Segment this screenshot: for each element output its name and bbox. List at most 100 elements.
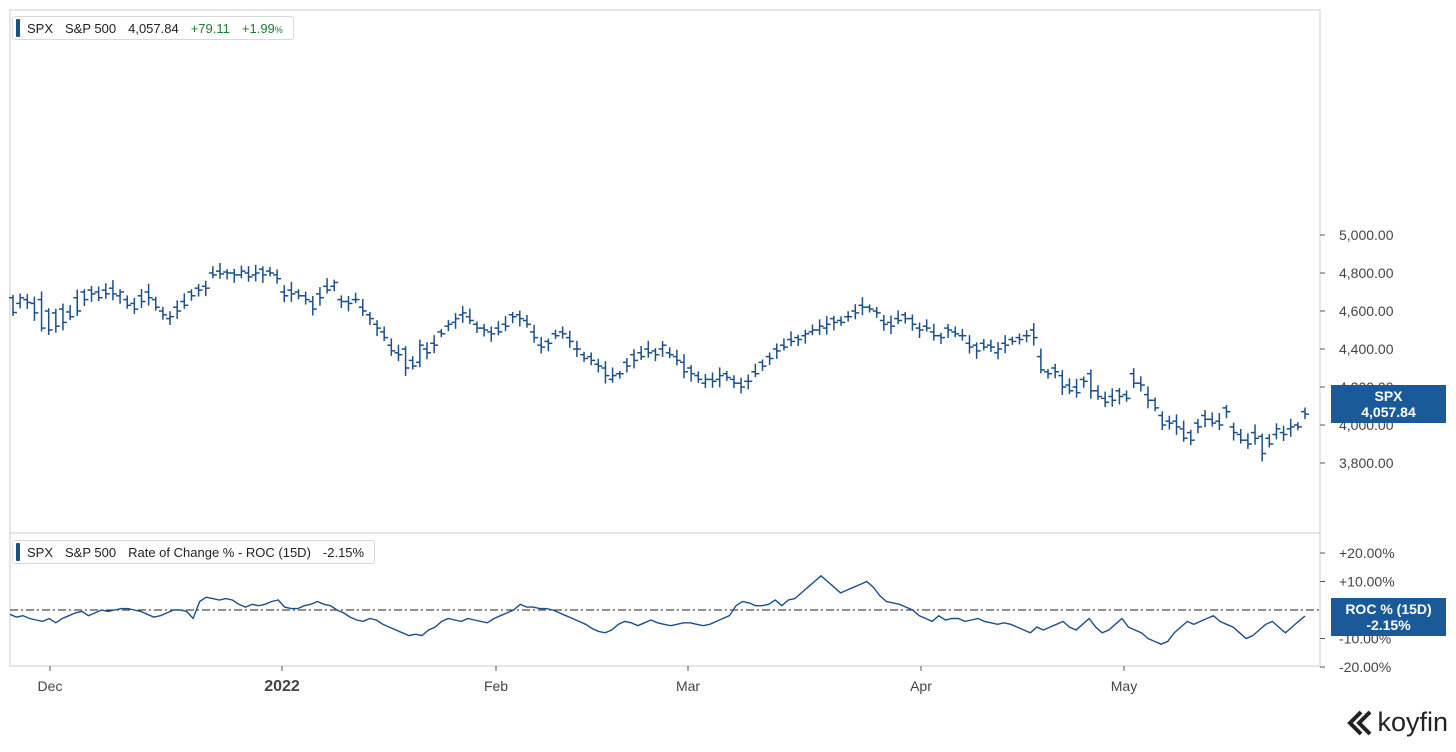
ohlc-bar bbox=[158, 306, 167, 320]
ohlc-bar bbox=[637, 345, 646, 361]
ohlc-bar bbox=[1093, 385, 1102, 400]
ohlc-bar bbox=[44, 308, 53, 335]
ohlc-bar bbox=[230, 268, 239, 283]
roc-legend-ticker: SPX bbox=[27, 544, 54, 560]
ohlc-bar bbox=[216, 262, 225, 279]
ohlc-bar bbox=[280, 285, 289, 303]
ohlc-bar bbox=[294, 289, 303, 300]
ohlc-bar bbox=[23, 294, 32, 309]
ohlc-bar bbox=[387, 338, 396, 356]
ohlc-bar bbox=[237, 265, 246, 279]
ohlc-bar bbox=[958, 328, 967, 341]
ohlc-bar bbox=[558, 326, 567, 339]
ohlc-bar bbox=[765, 352, 774, 365]
ohlc-bar bbox=[415, 339, 424, 368]
roc-tag-label: ROC % (15D) bbox=[1345, 601, 1432, 617]
brand-logo: koyfin bbox=[1347, 707, 1448, 738]
ohlc-bar bbox=[808, 324, 817, 336]
ohlc-bar bbox=[408, 356, 417, 370]
time-tick-label: Feb bbox=[484, 678, 508, 694]
ohlc-bar bbox=[1158, 411, 1167, 430]
ohlc-bar bbox=[1201, 409, 1210, 428]
price-legend-name: S&P 500 bbox=[65, 20, 117, 36]
ohlc-bar bbox=[1051, 363, 1060, 379]
ohlc-bar bbox=[530, 325, 539, 343]
ohlc-bar bbox=[1036, 348, 1045, 374]
ohlc-bar bbox=[273, 269, 282, 284]
ohlc-bar bbox=[173, 300, 182, 319]
ohlc-bar bbox=[1229, 422, 1238, 441]
plot-border bbox=[9, 9, 1321, 667]
ohlc-bar bbox=[80, 289, 89, 307]
ohlc-bar bbox=[608, 367, 617, 383]
ohlc-bar bbox=[522, 314, 531, 328]
ohlc-bar bbox=[1236, 428, 1245, 444]
ohlc-bar bbox=[615, 370, 624, 379]
ohlc-bar bbox=[886, 315, 895, 335]
ohlc-bar bbox=[1172, 414, 1181, 435]
series-color-marker bbox=[16, 543, 20, 561]
ohlc-bar bbox=[1072, 378, 1081, 398]
ohlc-bar bbox=[822, 316, 831, 335]
ohlc-bar bbox=[308, 295, 317, 316]
ohlc-bar bbox=[572, 340, 581, 357]
ohlc-bar bbox=[580, 351, 589, 362]
ohlc-bar bbox=[787, 331, 796, 347]
ohlc-bar bbox=[37, 291, 46, 332]
price-tag-ticker: SPX bbox=[1374, 388, 1403, 404]
ohlc-bar bbox=[444, 320, 453, 332]
ohlc-bar bbox=[1279, 425, 1288, 441]
ohlc-bar bbox=[694, 371, 703, 383]
ohlc-bar bbox=[815, 319, 824, 335]
ohlc-bar bbox=[687, 365, 696, 382]
ohlc-bar bbox=[936, 332, 945, 345]
ohlc-bar bbox=[351, 292, 360, 304]
roc-legend[interactable]: SPX S&P 500 Rate of Change % - ROC (15D)… bbox=[12, 540, 376, 564]
ohlc-bar bbox=[101, 283, 110, 299]
ohlc-bar bbox=[594, 358, 603, 373]
ohlc-bar bbox=[1101, 391, 1110, 408]
ohlc-bar bbox=[644, 340, 653, 358]
ohlc-bar bbox=[1115, 387, 1124, 405]
ohlc-bar bbox=[587, 352, 596, 366]
ohlc-bar bbox=[1251, 424, 1260, 445]
price-legend[interactable]: SPX S&P 500 4,057.84 +79.11 +1.99% bbox=[12, 16, 294, 40]
ohlc-bar bbox=[986, 339, 995, 353]
price-tag-value: 4,057.84 bbox=[1361, 404, 1416, 420]
ohlc-bar bbox=[1179, 420, 1188, 442]
ohlc-bar bbox=[601, 361, 610, 384]
ohlc-bar bbox=[858, 297, 867, 316]
ohlc-bar bbox=[794, 334, 803, 346]
ohlc-bar bbox=[501, 316, 510, 332]
ohlc-bar bbox=[1122, 390, 1131, 402]
price-series bbox=[9, 262, 1309, 462]
ohlc-bar bbox=[772, 343, 781, 359]
price-legend-last: 4,057.84 bbox=[128, 20, 179, 36]
ohlc-bar bbox=[651, 348, 660, 362]
ohlc-bar bbox=[965, 335, 974, 354]
ohlc-bar bbox=[1044, 368, 1053, 379]
ohlc-bar bbox=[1086, 369, 1095, 399]
ohlc-bar bbox=[223, 269, 232, 280]
price-legend-change-pct: +1.99% bbox=[241, 20, 283, 36]
ohlc-bar bbox=[1108, 388, 1117, 407]
ohlc-bar bbox=[1136, 376, 1145, 392]
ohlc-bar bbox=[929, 323, 938, 341]
ohlc-bar bbox=[380, 326, 389, 342]
ohlc-bar bbox=[758, 359, 767, 372]
ohlc-bar bbox=[1258, 433, 1267, 462]
ohlc-bar bbox=[894, 310, 903, 324]
ohlc-bar bbox=[201, 280, 210, 297]
ohlc-bar bbox=[1286, 418, 1295, 437]
price-axis: 5,000.004,800.004,600.004,400.004,200.00… bbox=[1320, 227, 1394, 471]
time-axis: Dec 2022 Feb Mar Apr May bbox=[38, 666, 1137, 695]
ohlc-bar bbox=[565, 330, 574, 348]
time-tick-label: 2022 bbox=[264, 678, 300, 695]
ohlc-bar bbox=[9, 294, 17, 316]
roc-line-path bbox=[9, 574, 1306, 645]
ohlc-bar bbox=[915, 322, 924, 338]
ohlc-bar bbox=[1065, 378, 1074, 395]
ohlc-bar bbox=[251, 264, 260, 282]
ohlc-bar bbox=[344, 295, 353, 312]
ohlc-bar bbox=[1265, 434, 1274, 448]
